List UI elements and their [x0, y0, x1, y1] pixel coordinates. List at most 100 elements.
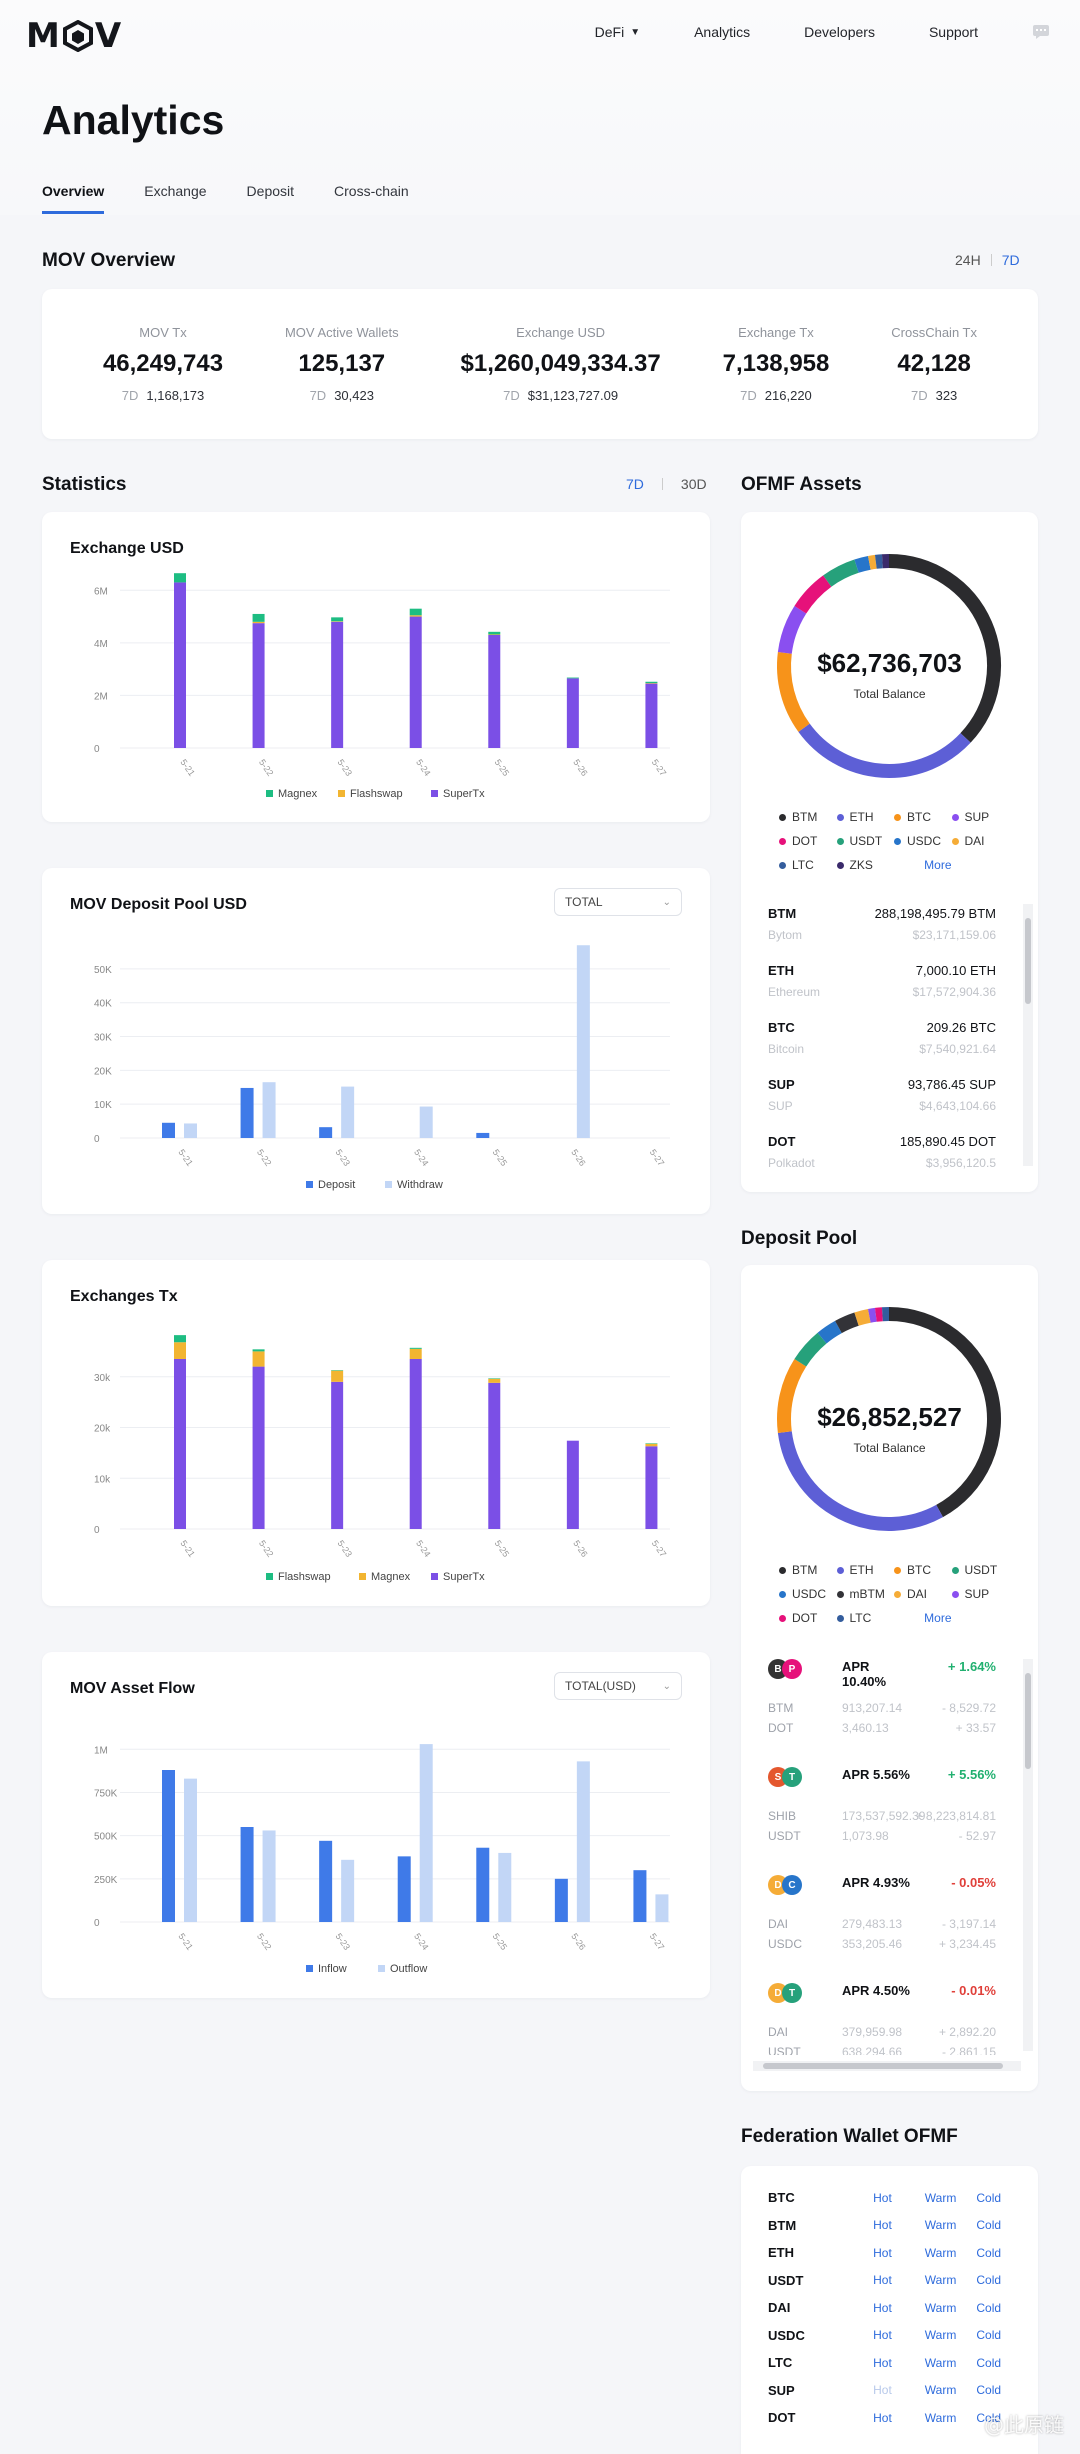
bar-magnex[interactable] [252, 613, 265, 622]
bar-supertx[interactable] [566, 1440, 579, 1529]
range-24h[interactable]: 24H [955, 252, 981, 268]
pool-pair-row[interactable]: D T APR 4.50% - 0.01% DAI USDT 379,959.98 638,2… [768, 1979, 996, 2055]
donut-slice-dai[interactable] [868, 554, 877, 570]
asset-row[interactable]: SUP 93,786.45 SUP SUP $4,643,104.66 [768, 1071, 996, 1128]
legend-item[interactable]: USDT [951, 1563, 1010, 1577]
scroll-thumb[interactable] [763, 2063, 1003, 2069]
nav-analytics[interactable]: Analytics [694, 24, 751, 40]
donut-slice-mbtm[interactable] [835, 1312, 859, 1334]
asset-flow-filter-dropdown[interactable]: TOTAL(USD) ⌄ [554, 1672, 682, 1700]
mov-logo[interactable]: M V [26, 16, 123, 56]
donut-slice-usdc[interactable] [854, 555, 871, 573]
more-link[interactable]: More [924, 1611, 952, 1625]
bar-flashswap[interactable] [252, 621, 265, 624]
chat-icon[interactable] [1032, 24, 1050, 40]
bar-deposit[interactable] [319, 1127, 333, 1138]
bar-flashswap[interactable] [331, 621, 344, 622]
nav-defi[interactable]: DeFi ▼ [594, 24, 641, 40]
bar-flashswap[interactable] [645, 683, 658, 684]
asset-row[interactable]: ETH 7,000.10 ETH Ethereum $17,572,904.36 [768, 957, 996, 1014]
bar-flashswap[interactable] [409, 615, 422, 617]
legend-item[interactable]: DAI [894, 1587, 952, 1601]
legend-item[interactable]: BTM [779, 810, 837, 824]
bar-outflow[interactable] [341, 1859, 355, 1922]
bar-magnex[interactable] [409, 1348, 422, 1359]
bar-deposit[interactable] [476, 1132, 490, 1138]
bar-magnex[interactable] [174, 1342, 186, 1359]
bar-magnex[interactable] [488, 631, 501, 635]
hot-wallet-link[interactable]: Hot [873, 2383, 892, 2398]
bar-magnex[interactable] [645, 681, 658, 684]
bar-inflow[interactable] [397, 1856, 411, 1922]
bar-inflow[interactable] [319, 1840, 333, 1922]
legend-item[interactable]: USDC [894, 834, 952, 848]
cold-wallet-link[interactable]: Cold [976, 2383, 1002, 2398]
legend-item[interactable]: LTC [779, 858, 837, 872]
scroll-thumb[interactable] [1025, 1673, 1031, 1769]
bar-supertx[interactable] [252, 623, 265, 748]
donut-slice-sup[interactable] [868, 1307, 877, 1323]
bar-flashswap[interactable] [174, 1335, 186, 1343]
legend-item[interactable]: mBTM [836, 1587, 895, 1601]
cold-wallet-link[interactable]: Cold [976, 2328, 1002, 2343]
hot-wallet-link[interactable]: Hot [873, 2190, 892, 2205]
hot-wallet-link[interactable]: Hot [873, 2245, 892, 2260]
pool-horizontal-scrollbar[interactable] [753, 2061, 1021, 2071]
bar-supertx[interactable] [488, 634, 501, 748]
legend-label[interactable]: Flashswap [350, 788, 403, 800]
bar-magnex[interactable] [252, 1351, 265, 1367]
donut-slice-usdt[interactable] [794, 1332, 827, 1367]
pool-pair-row[interactable]: S T APR 5.56% + 5.56% SHIB USDT 173,537,592.39… [768, 1763, 996, 1871]
legend-item[interactable]: USDC [779, 1587, 837, 1601]
bar-supertx[interactable] [645, 1446, 658, 1529]
donut-slice-btm[interactable] [888, 554, 1001, 743]
legend-item[interactable]: LTC [836, 1611, 895, 1625]
pool-pair-row[interactable]: D C APR 4.93% - 0.05% DAI USDC 279,483.13 353,2… [768, 1871, 996, 1979]
legend-item[interactable]: BTC [894, 810, 952, 824]
warm-wallet-link[interactable]: Warm [924, 2383, 957, 2398]
donut-slice-dai[interactable] [854, 1308, 871, 1326]
bar-flashswap[interactable] [252, 1349, 265, 1352]
legend-label[interactable]: SuperTx [443, 788, 485, 800]
bar-outflow[interactable] [576, 1761, 590, 1922]
cold-wallet-link[interactable]: Cold [976, 2410, 1002, 2425]
bar-supertx[interactable] [409, 616, 422, 748]
bar-magnex[interactable] [645, 1443, 658, 1447]
tab-exchange[interactable]: Exchange [144, 183, 207, 199]
legend-item[interactable]: DAI [951, 834, 1010, 848]
bar-magnex[interactable] [566, 677, 579, 679]
hot-wallet-link[interactable]: Hot [873, 2410, 892, 2425]
bar-supertx[interactable] [409, 1358, 422, 1529]
stat-range-7d[interactable]: 7D [626, 476, 644, 492]
donut-slice-usdc[interactable] [817, 1320, 842, 1344]
legend-label[interactable]: Flashswap [278, 1571, 331, 1583]
donut-slice-dot[interactable] [794, 575, 832, 614]
bar-magnex[interactable] [488, 1378, 501, 1383]
donut-slice-dot[interactable] [874, 1307, 883, 1322]
legend-label[interactable]: Magnex [278, 788, 318, 800]
bar-inflow[interactable] [554, 1878, 568, 1922]
cold-wallet-link[interactable]: Cold [976, 2300, 1002, 2315]
tab-deposit[interactable]: Deposit [246, 183, 295, 199]
donut-slice-btc[interactable] [777, 1358, 807, 1434]
hot-wallet-link[interactable]: Hot [873, 2355, 892, 2370]
nav-support[interactable]: Support [928, 24, 978, 40]
bar-supertx[interactable] [331, 621, 344, 748]
donut-slice-eth[interactable] [798, 723, 971, 778]
warm-wallet-link[interactable]: Warm [924, 2410, 957, 2425]
bar-flashswap[interactable] [331, 1370, 344, 1371]
bar-magnex[interactable] [174, 573, 186, 583]
bar-outflow[interactable] [184, 1778, 197, 1922]
bar-withdraw[interactable] [419, 1106, 433, 1138]
donut-slice-btc[interactable] [777, 651, 810, 732]
bar-supertx[interactable] [174, 582, 186, 748]
legend-item[interactable]: ETH [836, 810, 895, 824]
warm-wallet-link[interactable]: Warm [924, 2190, 957, 2205]
more-link[interactable]: More [924, 858, 952, 872]
bar-flashswap[interactable] [645, 1443, 658, 1444]
asset-row[interactable]: BTC 209.26 BTC Bitcoin $7,540,921.64 [768, 1014, 996, 1071]
bar-withdraw[interactable] [262, 1082, 276, 1138]
scroll-thumb[interactable] [1025, 918, 1031, 1004]
donut-slice-usdt[interactable] [823, 559, 859, 587]
bar-inflow[interactable] [633, 1870, 647, 1922]
